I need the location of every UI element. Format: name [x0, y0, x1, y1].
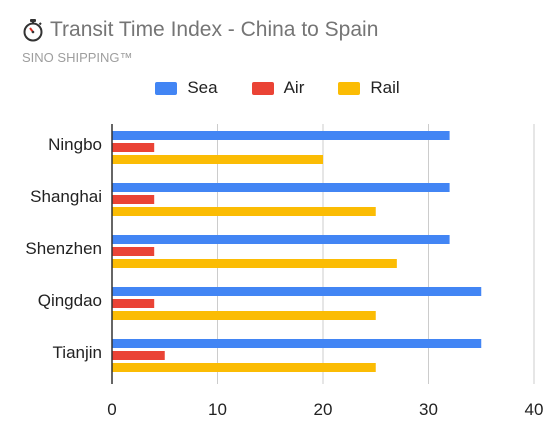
bar-rail-shenzhen [112, 259, 397, 268]
bar-rail-qingdao [112, 311, 376, 320]
legend-label-rail: Rail [370, 78, 400, 97]
bar-air-qingdao [112, 299, 155, 308]
bar-sea-tianjin [112, 339, 482, 348]
legend-swatch-sea [155, 81, 178, 95]
bar-sea-shanghai [112, 183, 450, 192]
bar-sea-ningbo [112, 131, 450, 140]
bar-air-shenzhen [112, 247, 155, 256]
y-category-label-tianjin: Tianjin [53, 343, 102, 362]
bar-air-shanghai [112, 195, 155, 204]
bar-rail-tianjin [112, 363, 376, 372]
stopwatch-icon [23, 19, 43, 42]
chart-subtitle: SINO SHIPPING™ [22, 50, 133, 65]
x-tick-label-30: 30 [419, 400, 438, 419]
chart-legend: Sea Air Rail [0, 78, 555, 98]
chart-title: Transit Time Index - China to Spain [50, 18, 379, 41]
x-tick-label-10: 10 [208, 400, 227, 419]
chart-header: Transit Time Index - China to Spain [22, 18, 378, 42]
legend-swatch-air [251, 81, 274, 95]
legend-item-rail[interactable]: Rail [338, 78, 400, 98]
legend-item-sea[interactable]: Sea [155, 78, 218, 98]
y-category-label-shanghai: Shanghai [30, 187, 102, 206]
y-category-label-shenzhen: Shenzhen [25, 239, 102, 258]
x-tick-label-40: 40 [525, 400, 544, 419]
legend-label-sea: Sea [187, 78, 218, 97]
bar-sea-shenzhen [112, 235, 450, 244]
y-category-label-qingdao: Qingdao [38, 291, 102, 310]
bar-air-tianjin [112, 351, 165, 360]
bar-air-ningbo [112, 143, 155, 152]
bar-sea-qingdao [112, 287, 482, 296]
legend-swatch-rail [338, 81, 361, 95]
bar-rail-ningbo [112, 155, 323, 164]
x-tick-label-20: 20 [314, 400, 333, 419]
x-tick-label-0: 0 [107, 400, 116, 419]
bar-rail-shanghai [112, 207, 376, 216]
legend-label-air: Air [283, 78, 305, 97]
legend-item-air[interactable]: Air [251, 78, 305, 98]
y-category-label-ningbo: Ningbo [48, 135, 102, 154]
